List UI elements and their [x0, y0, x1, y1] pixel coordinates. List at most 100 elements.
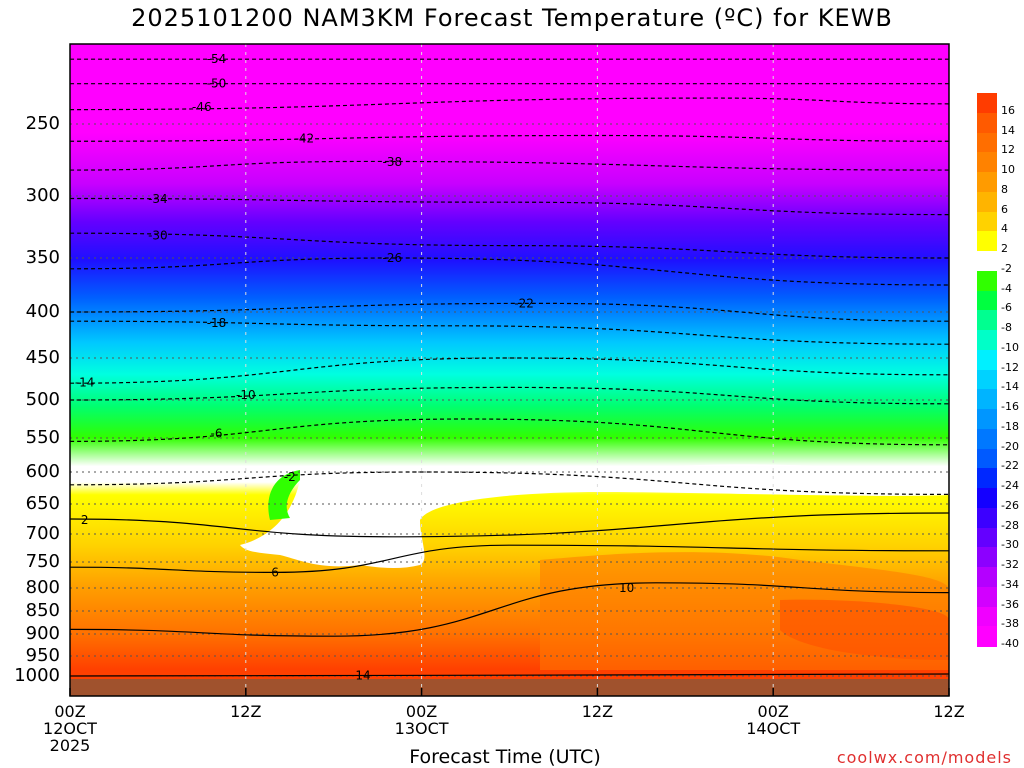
colorbar-label: -16 — [1001, 400, 1019, 414]
colorbar-label: -12 — [1001, 360, 1019, 374]
x-tick-text: 12OCT — [43, 719, 97, 738]
colorbar-label: 6 — [1001, 202, 1008, 216]
x-tick-text: 14OCT — [746, 719, 801, 738]
isotherm-label: -34 — [148, 192, 168, 206]
isotherm-label: 10 — [619, 581, 634, 595]
isotherm-line — [69, 544, 950, 574]
colorbar-segment — [977, 112, 997, 133]
colorbar — [977, 93, 997, 647]
x-tick-label: 00Z 13OCT — [377, 703, 467, 754]
y-tick-label: 450 — [25, 347, 60, 368]
colorbar-segment — [977, 606, 997, 627]
credit-link[interactable]: coolwx.com/models — [836, 748, 1012, 767]
colorbar-segment — [977, 448, 997, 469]
x-tick-text: 00Z — [405, 702, 438, 721]
y-tick-label: 800 — [25, 577, 60, 598]
colorbar-label: -4 — [1001, 281, 1012, 295]
colorbar-segment — [977, 132, 997, 153]
colorbar-segment — [977, 507, 997, 528]
isotherm-label: -46 — [192, 100, 212, 114]
isotherm-lines: -54-50-46-42-38-34-30-26-22-18-14-10-6-2… — [69, 52, 950, 682]
y-tick-label: 300 — [25, 185, 60, 206]
x-tick-text: 12Z — [933, 702, 965, 721]
colorbar-segment — [977, 586, 997, 607]
y-tick-label: 1000 — [14, 665, 60, 686]
colorbar-label: 14 — [1001, 123, 1015, 137]
colorbar-label: -22 — [1001, 459, 1019, 473]
x-tick-text: 00Z — [54, 702, 86, 721]
colorbar-segment — [977, 330, 997, 351]
isotherm-label: -50 — [207, 77, 227, 91]
green-intrusion — [268, 470, 300, 520]
warmest-region — [780, 599, 949, 660]
colorbar-label: -2 — [1001, 261, 1012, 275]
isotherm-line — [69, 257, 950, 286]
colorbar-label: 10 — [1001, 163, 1015, 177]
y-tick-label: 650 — [25, 493, 60, 514]
colorbar-label: -40 — [1001, 637, 1019, 651]
colorbar-label: -38 — [1001, 617, 1019, 631]
colorbar-segment — [977, 310, 997, 331]
isotherm-line — [69, 471, 950, 495]
y-tick-label: 900 — [25, 623, 60, 644]
isotherm-label: -38 — [382, 155, 402, 169]
colorbar-segment — [977, 172, 997, 193]
colorbar-label: 16 — [1001, 103, 1015, 117]
x-tick-label: 12Z — [201, 703, 291, 754]
y-tick-label: 550 — [25, 427, 60, 448]
colorbar-segment — [977, 93, 997, 114]
colorbar-label: -36 — [1001, 597, 1019, 611]
isotherm-line — [69, 320, 950, 345]
colorbar-label: 4 — [1001, 222, 1008, 236]
x-tick-text: 12Z — [230, 702, 262, 721]
colorbar-segment — [977, 290, 997, 311]
gridlines — [69, 44, 950, 696]
isotherm-line — [69, 232, 950, 259]
colorbar-segment — [977, 409, 997, 430]
colorbar-segment — [977, 626, 997, 647]
x-tick-label: 00Z 12OCT 2025 — [25, 703, 115, 754]
isotherm-label: -30 — [148, 229, 168, 243]
y-tick-label: 250 — [25, 113, 60, 134]
colorbar-segment — [977, 567, 997, 588]
plot-frame — [69, 43, 950, 697]
isotherm-line — [69, 386, 950, 405]
colorbar-segment — [977, 527, 997, 548]
colorbar-segment — [977, 270, 997, 291]
colorbar-label: -14 — [1001, 380, 1019, 394]
colorbar-segment — [977, 488, 997, 509]
isotherm-label: -18 — [207, 316, 227, 330]
colorbar-label: 8 — [1001, 182, 1008, 196]
colorbar-segment — [977, 547, 997, 568]
colorbar-label: -30 — [1001, 538, 1019, 552]
x-tick-text: 00Z — [757, 702, 789, 721]
isotherm-line — [69, 357, 950, 384]
isotherm-label: -42 — [295, 132, 315, 146]
y-tick-label: 700 — [25, 523, 60, 544]
colorbar-label: -10 — [1001, 340, 1019, 354]
x-tick-text — [201, 737, 291, 754]
colorbar-label: -24 — [1001, 479, 1019, 493]
colorbar-label: -28 — [1001, 518, 1019, 532]
colorbar-segment — [977, 389, 997, 410]
isotherm-line — [69, 160, 950, 171]
colorbar-label: -26 — [1001, 498, 1019, 512]
isotherm-line — [69, 512, 950, 538]
colorbar-label: -6 — [1001, 301, 1012, 315]
colorbar-segment — [977, 191, 997, 212]
x-tick-text — [201, 720, 291, 737]
x-tick-text — [904, 720, 994, 737]
isotherm-label: -54 — [207, 52, 227, 66]
x-axis-title: Forecast Time (UTC) — [409, 746, 601, 768]
chart-title: 2025101200 NAM3KM Forecast Temperature (… — [131, 4, 893, 32]
y-tick-label: 400 — [25, 301, 60, 322]
isotherm-line — [69, 97, 950, 111]
x-tick-marks — [69, 688, 950, 696]
isotherm-line — [69, 197, 950, 216]
colorbar-segment — [977, 211, 997, 232]
x-tick-label: 12Z — [904, 703, 994, 754]
colorbar-label: -18 — [1001, 419, 1019, 433]
colorbar-label: 12 — [1001, 143, 1015, 157]
isotherm-label: -22 — [514, 297, 534, 311]
